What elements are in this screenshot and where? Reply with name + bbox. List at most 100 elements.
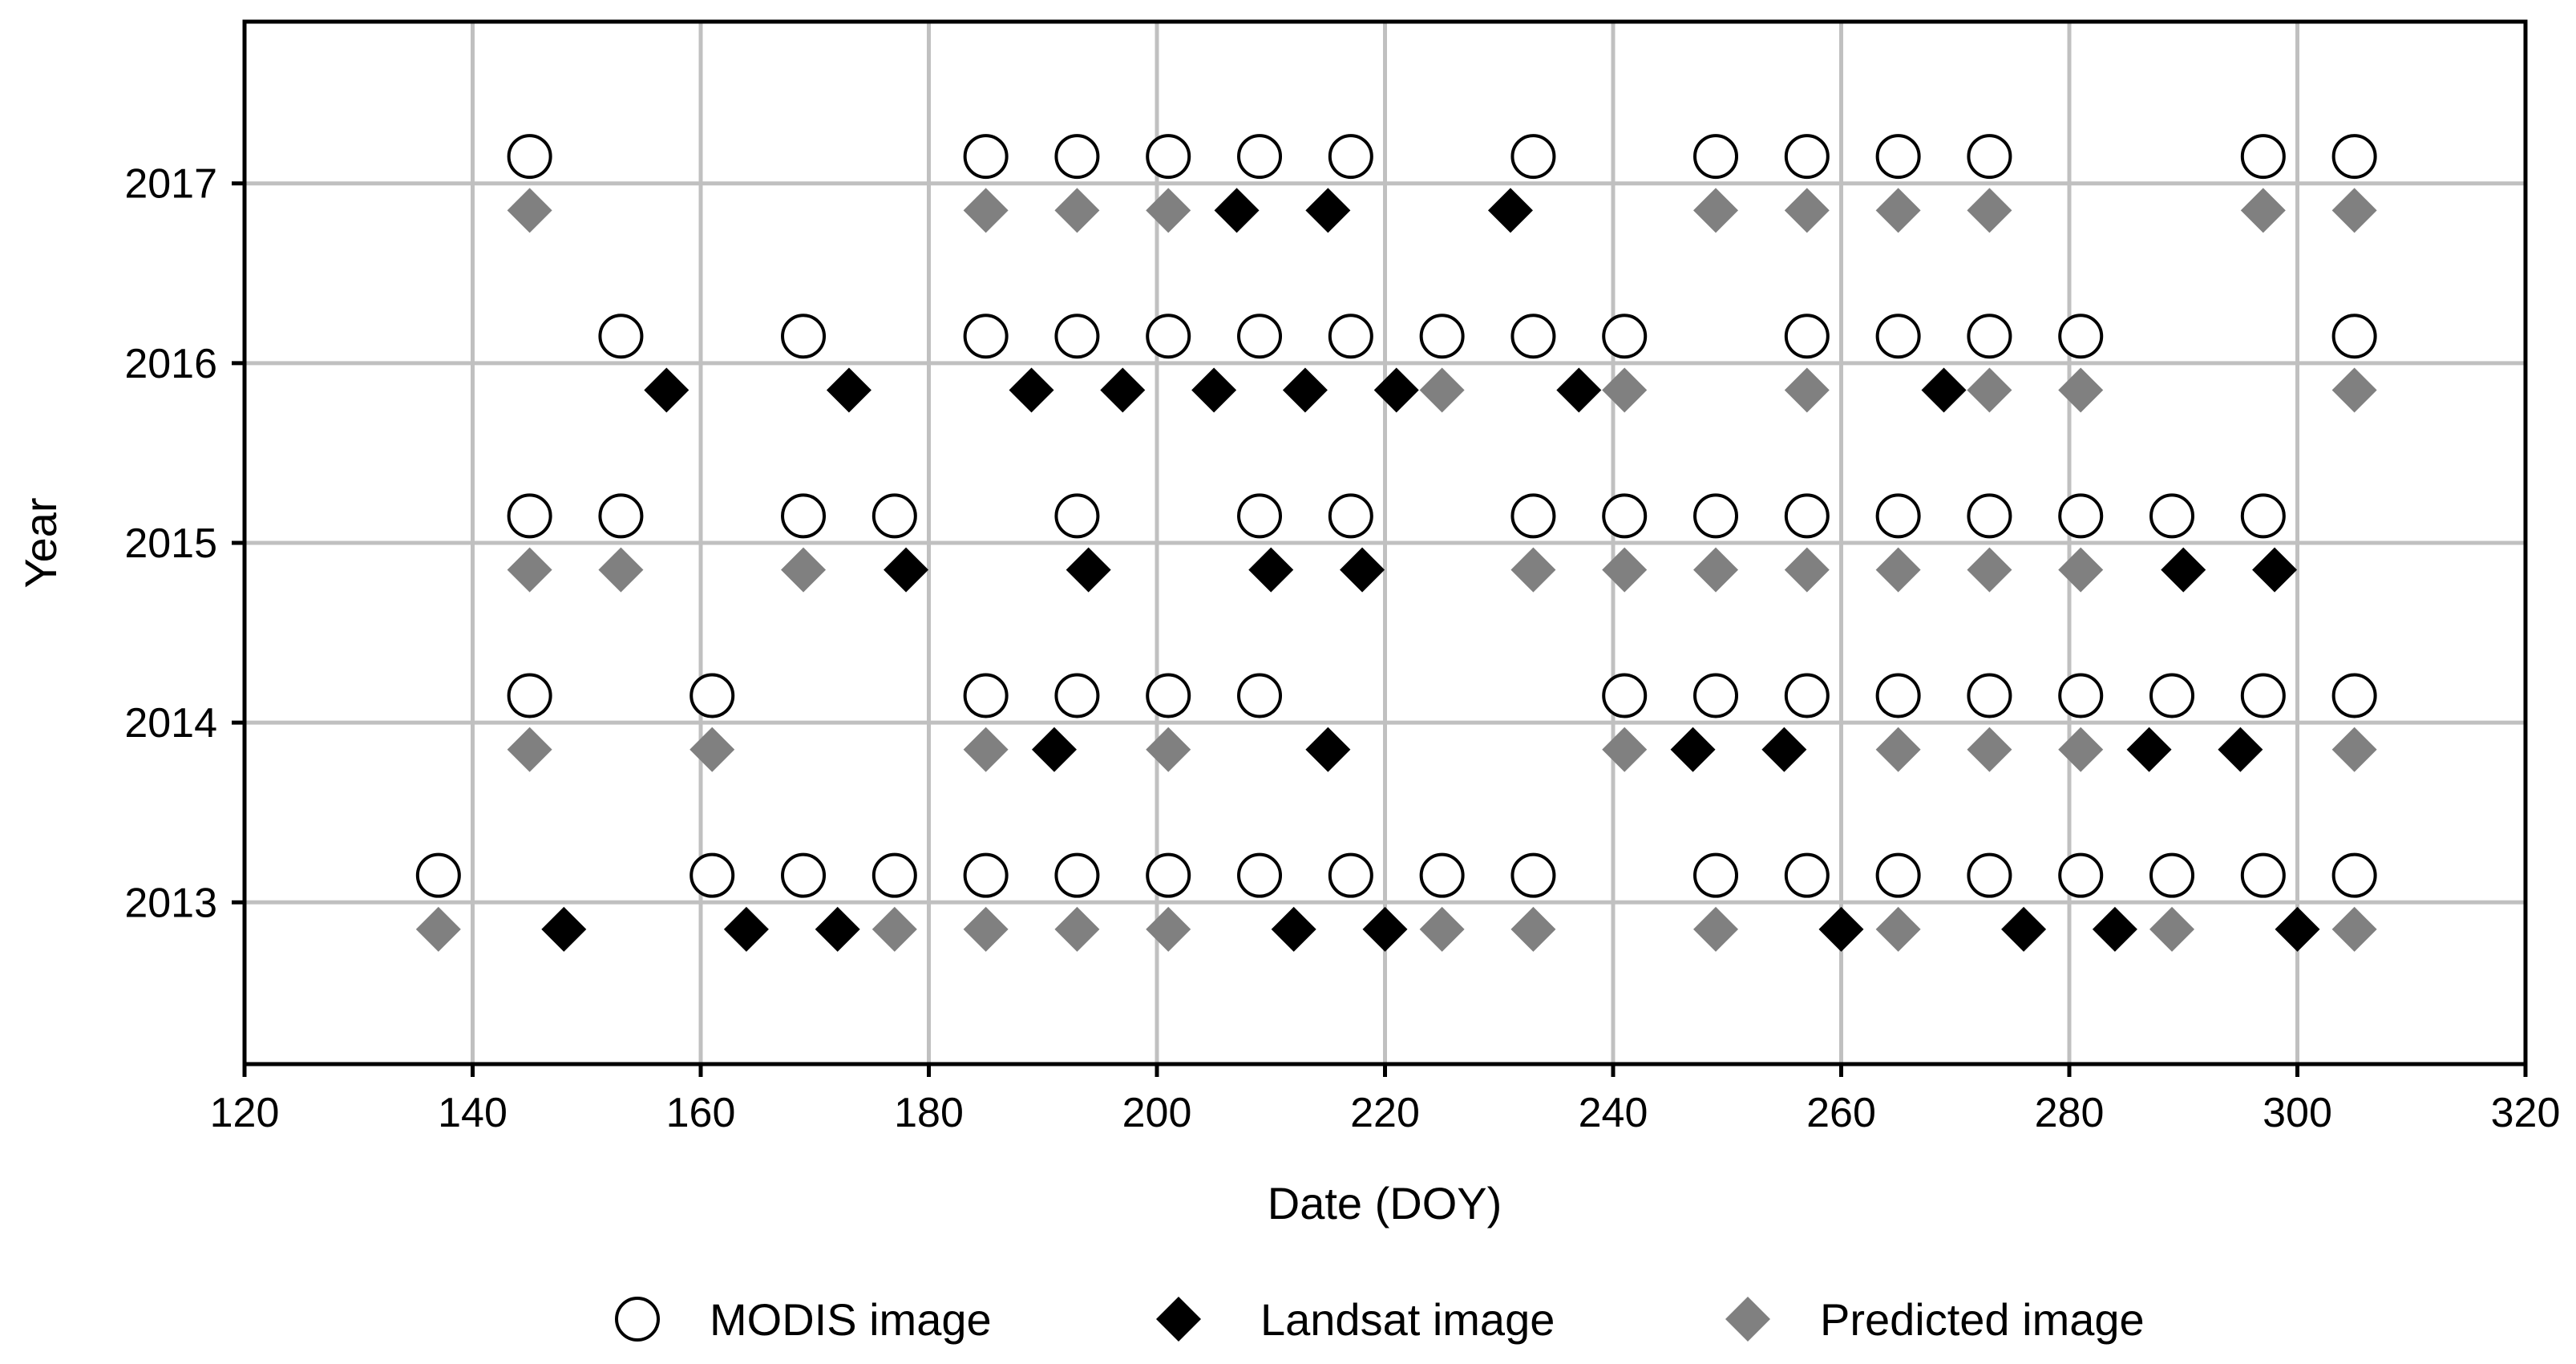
x-tick-label: 120 — [210, 1090, 280, 1136]
modis-image-point — [963, 852, 1009, 898]
modis-image-point — [598, 493, 644, 539]
modis-image-point — [1784, 673, 1830, 718]
modis-image-point — [963, 673, 1009, 718]
modis-image-point — [1602, 493, 1648, 539]
predicted-image-point — [781, 547, 827, 593]
landsat-image-point — [1921, 367, 1967, 413]
modis-image-point — [2058, 314, 2104, 359]
modis-image-point — [1875, 852, 1921, 898]
modis-image-point — [1054, 314, 1100, 359]
landsat-image-point — [2275, 906, 2320, 952]
predicted-image-point — [689, 727, 735, 772]
y-tick-label: 2016 — [124, 341, 217, 387]
modis-image-point — [1237, 673, 1283, 718]
modis-image-point — [2149, 493, 2195, 539]
landsat-image-point — [826, 367, 871, 413]
x-tick-label: 140 — [438, 1090, 508, 1136]
landsat-image-point — [2161, 547, 2206, 593]
modis-image-point — [1054, 852, 1100, 898]
modis-image-point — [598, 314, 644, 359]
modis-image-point — [689, 852, 735, 898]
modis-image-point — [1784, 852, 1830, 898]
modis-image-point — [963, 314, 1009, 359]
predicted-image-point — [1419, 906, 1465, 952]
legend-modis-marker — [615, 1297, 660, 1342]
predicted-image-point — [1602, 547, 1648, 593]
modis-image-point — [2058, 852, 2104, 898]
landsat-image-point — [1100, 367, 1146, 413]
predicted-image-point — [2240, 188, 2286, 233]
landsat-image-point — [1305, 188, 1351, 233]
predicted-image-point — [1054, 188, 1100, 233]
predicted-image-point — [415, 906, 461, 952]
modis-image-point — [2240, 673, 2286, 718]
predicted-image-point — [2149, 906, 2195, 952]
legend-predicted-marker — [1725, 1297, 1770, 1342]
landsat-image-point — [1031, 727, 1077, 772]
modis-image-point — [2149, 852, 2195, 898]
modis-image-point — [2149, 673, 2195, 718]
predicted-image-point — [1146, 188, 1191, 233]
predicted-image-point — [1419, 367, 1465, 413]
landsat-image-point — [1487, 188, 1533, 233]
modis-image-point — [1967, 314, 2012, 359]
data-marks — [415, 134, 2377, 952]
landsat-image-point — [884, 547, 929, 593]
modis-image-point — [1875, 314, 1921, 359]
modis-image-point — [1875, 493, 1921, 539]
x-tick-label: 220 — [1350, 1090, 1420, 1136]
modis-image-point — [1328, 314, 1373, 359]
predicted-image-point — [1602, 727, 1648, 772]
x-tick-label: 240 — [1579, 1090, 1648, 1136]
landsat-image-point — [541, 906, 587, 952]
modis-image-point — [1237, 852, 1283, 898]
modis-image-point — [2240, 852, 2286, 898]
modis-image-point — [2058, 673, 2104, 718]
y-axis-ticks: 2013 2014 2015 2016 2017 — [124, 161, 245, 926]
predicted-image-point — [1967, 188, 2012, 233]
modis-image-point — [1693, 493, 1739, 539]
predicted-image-point — [1693, 188, 1739, 233]
grid-lines — [245, 22, 2525, 1064]
predicted-image-point — [1967, 727, 2012, 772]
predicted-image-point — [1510, 547, 1556, 593]
modis-image-point — [2058, 493, 2104, 539]
legend: MODIS image Landsat image Predicted imag… — [615, 1294, 2145, 1345]
predicted-image-point — [963, 727, 1009, 772]
modis-image-point — [781, 852, 827, 898]
modis-image-point — [1146, 314, 1191, 359]
landsat-image-point — [1214, 188, 1260, 233]
modis-image-point — [1693, 134, 1739, 180]
predicted-image-point — [1054, 906, 1100, 952]
predicted-image-point — [507, 188, 552, 233]
landsat-image-point — [2001, 906, 2047, 952]
predicted-image-point — [2058, 547, 2104, 593]
modis-image-point — [507, 493, 552, 539]
predicted-image-point — [1784, 188, 1830, 233]
modis-image-point — [1237, 493, 1283, 539]
legend-item-modis: MODIS image — [615, 1294, 992, 1345]
legend-modis-label: MODIS image — [710, 1294, 992, 1345]
modis-image-point — [781, 493, 827, 539]
predicted-image-point — [1875, 906, 1921, 952]
modis-image-point — [1784, 134, 1830, 180]
landsat-image-point — [1282, 367, 1328, 413]
modis-image-point — [1602, 673, 1648, 718]
predicted-image-point — [963, 188, 1009, 233]
predicted-image-point — [1146, 906, 1191, 952]
predicted-image-point — [1510, 906, 1556, 952]
modis-image-point — [2331, 852, 2377, 898]
legend-landsat-label: Landsat image — [1260, 1294, 1555, 1345]
modis-image-point — [2240, 134, 2286, 180]
modis-image-point — [1510, 493, 1556, 539]
landsat-image-point — [1818, 906, 1864, 952]
modis-image-point — [1419, 314, 1465, 359]
predicted-image-point — [598, 547, 644, 593]
landsat-image-point — [2252, 547, 2298, 593]
landsat-image-point — [1066, 547, 1111, 593]
predicted-image-point — [507, 727, 552, 772]
predicted-image-point — [871, 906, 917, 952]
predicted-image-point — [507, 547, 552, 593]
landsat-image-point — [1191, 367, 1237, 413]
